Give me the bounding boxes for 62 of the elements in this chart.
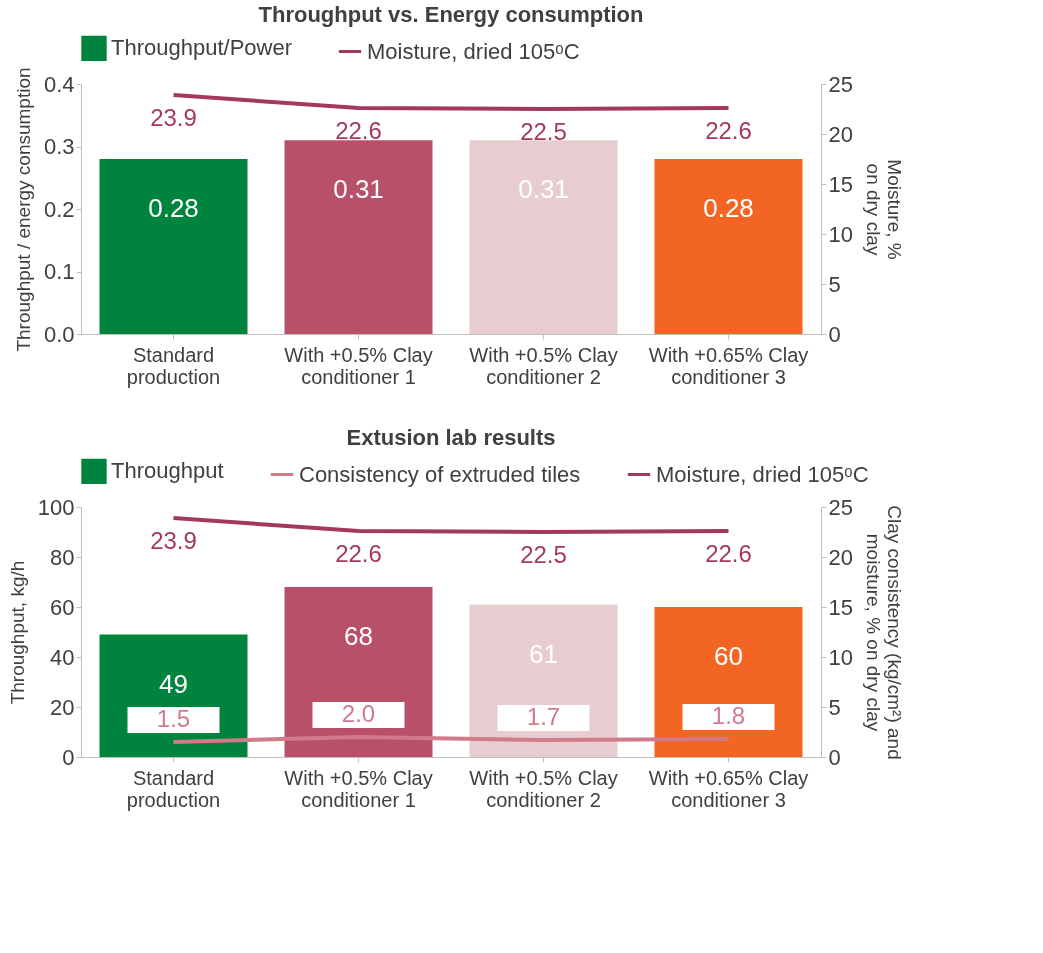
y2-tick-label: 15 bbox=[828, 594, 853, 620]
x-tick-label: Standard production bbox=[126, 343, 221, 388]
y-tick-label: 0.4 bbox=[43, 71, 75, 97]
y-axis-title: Throughput / energy consumption bbox=[12, 67, 34, 352]
legend-label: Throughput/Power bbox=[111, 35, 292, 61]
data-label: 1.7 bbox=[526, 703, 561, 730]
y2-tick-label: 25 bbox=[828, 494, 853, 520]
y-tick-label: 0.2 bbox=[43, 196, 75, 222]
data-label: 2.0 bbox=[341, 700, 376, 727]
data-label: 0.28 bbox=[703, 193, 754, 223]
x-tick-label: With +0.5% Clay conditioner 2 bbox=[469, 343, 618, 388]
x-tick-label: Standard production bbox=[126, 766, 221, 811]
data-label: 0.31 bbox=[333, 174, 384, 205]
y2-axis-title: Moisture, % on dry clay bbox=[862, 159, 905, 260]
chart-title: Throughput vs. Energy consumption bbox=[258, 2, 644, 27]
x-tick-label: With +0.5% Clay conditioner 1 bbox=[284, 766, 433, 811]
data-label: 0.28 bbox=[148, 193, 199, 223]
y-axis-title: Throughput, kg/h bbox=[6, 560, 28, 705]
x-tick-label: With +0.65% Clay conditioner 3 bbox=[648, 766, 809, 811]
data-label: 22.5 bbox=[520, 118, 567, 145]
y-tick-label: 80 bbox=[50, 544, 75, 570]
data-label: 23.9 bbox=[150, 104, 197, 131]
legend-label: Throughput bbox=[111, 458, 224, 484]
data-label: 22.6 bbox=[335, 540, 382, 567]
y-tick-label: 0.3 bbox=[43, 134, 75, 159]
legend-label: Consistency of extruded tiles bbox=[299, 461, 581, 487]
y-tick-label: 0.0 bbox=[43, 321, 75, 347]
y2-tick-label: 20 bbox=[828, 544, 853, 570]
y2-axis-title: Clay consistency (kg/cm²) and moisture, % on dry clay bbox=[862, 505, 905, 760]
y-tick-label: 0 bbox=[62, 744, 75, 770]
data-label: 23.9 bbox=[150, 527, 197, 554]
y-tick-label: 0.1 bbox=[43, 259, 75, 284]
y-tick-label: 40 bbox=[50, 644, 75, 670]
x-tick-label: With +0.65% Clay conditioner 3 bbox=[648, 343, 809, 388]
data-label: 22.6 bbox=[335, 117, 382, 144]
data-label: 22.6 bbox=[705, 117, 752, 144]
y2-tick-label: 0 bbox=[828, 321, 841, 347]
legend-label: Moisture, dried 105ᵒC bbox=[367, 38, 580, 64]
y2-tick-label: 10 bbox=[828, 221, 853, 247]
data-label: 22.5 bbox=[520, 541, 567, 568]
y2-tick-label: 5 bbox=[828, 694, 841, 720]
data-label: 60 bbox=[714, 641, 743, 671]
x-tick-label: With +0.5% Clay conditioner 2 bbox=[469, 766, 618, 811]
data-label: 1.8 bbox=[711, 702, 746, 729]
data-label: 49 bbox=[159, 668, 188, 699]
x-tick-label: With +0.5% Clay conditioner 1 bbox=[284, 343, 433, 388]
y2-tick-label: 0 bbox=[828, 744, 841, 770]
data-label: 68 bbox=[344, 621, 373, 651]
y2-tick-label: 20 bbox=[828, 121, 853, 147]
y-tick-label: 60 bbox=[50, 594, 75, 620]
legend-label: Moisture, dried 105ᵒC bbox=[656, 461, 869, 487]
data-label: 22.6 bbox=[705, 540, 752, 567]
y2-tick-label: 5 bbox=[828, 271, 841, 297]
y2-tick-label: 15 bbox=[828, 171, 853, 197]
chart-title: Extusion lab results bbox=[346, 425, 556, 450]
data-label: 1.5 bbox=[156, 705, 191, 732]
y-tick-label: 100 bbox=[37, 494, 75, 520]
y2-tick-label: 10 bbox=[828, 644, 853, 670]
bar bbox=[654, 607, 803, 757]
bar bbox=[284, 587, 433, 757]
y-tick-label: 20 bbox=[50, 694, 75, 720]
y2-tick-label: 25 bbox=[828, 71, 853, 97]
